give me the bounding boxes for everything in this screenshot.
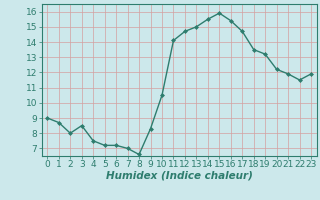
- X-axis label: Humidex (Indice chaleur): Humidex (Indice chaleur): [106, 171, 252, 181]
